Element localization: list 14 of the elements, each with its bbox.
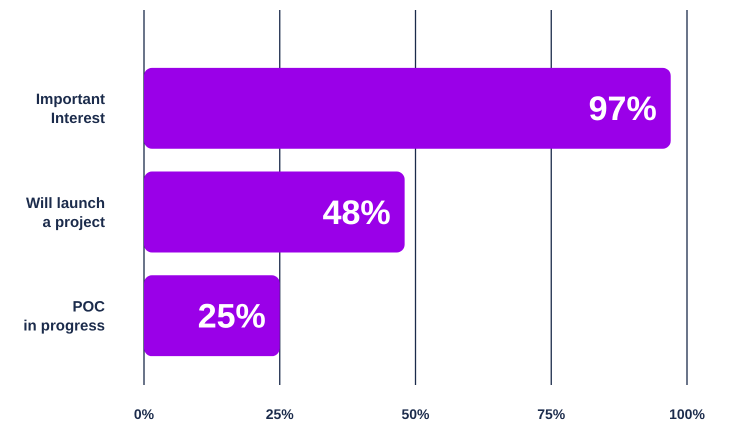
x-tick-label: 50% (401, 406, 430, 422)
y-tick-label: POC in progress (23, 298, 106, 334)
data-label: 97% (588, 90, 657, 128)
bar (144, 275, 280, 356)
bar (144, 68, 671, 149)
y-tick-label: Will launch a project (26, 194, 105, 231)
data-label: 25% (198, 298, 266, 336)
data-label: 48% (322, 194, 391, 232)
x-tick-label: 75% (537, 406, 566, 422)
x-tick-label: 0% (134, 406, 155, 422)
x-tick-label: 25% (266, 406, 294, 422)
y-tick-label: Important Interest (36, 91, 105, 128)
bar (144, 172, 405, 252)
x-tick-label: 100% (669, 406, 706, 422)
